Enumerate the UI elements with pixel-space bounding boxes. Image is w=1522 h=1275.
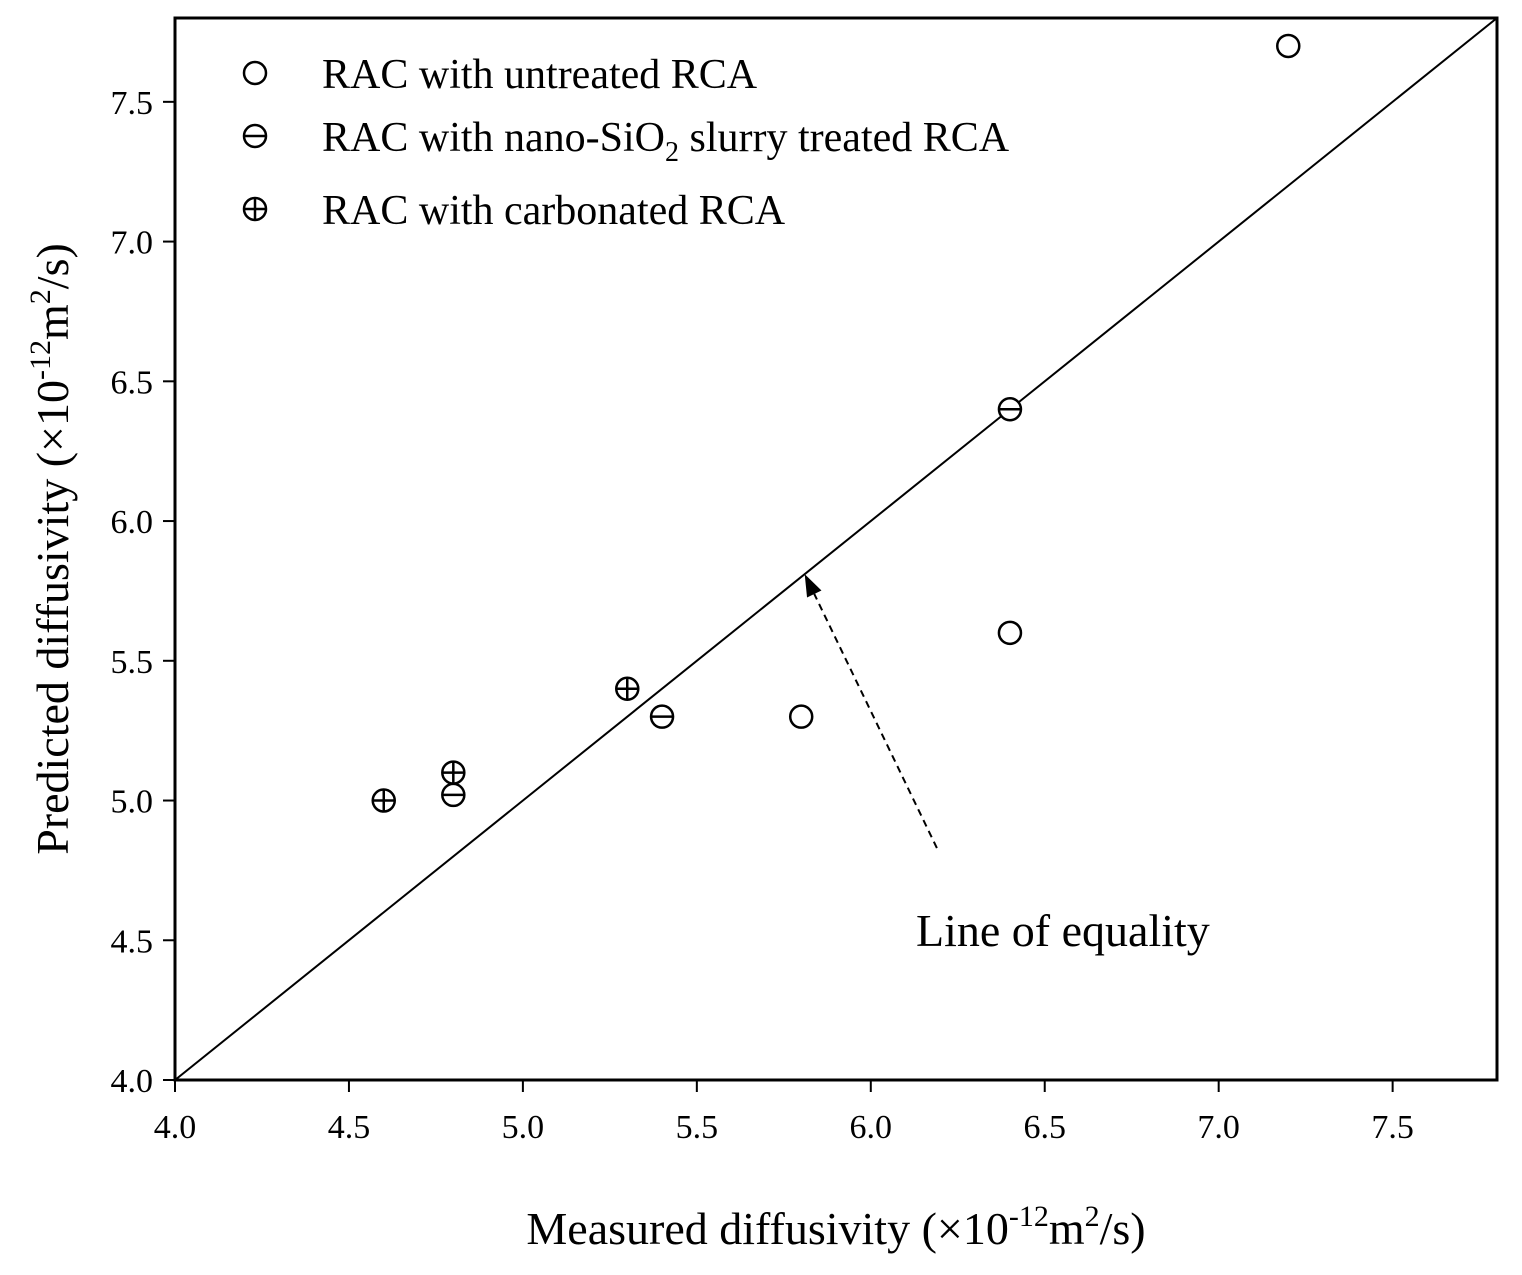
y-axis-title-exponent: -12 [24, 340, 57, 380]
y-axis-title: Predicted diffusivity (×10-12m2/s) [24, 243, 78, 855]
y-tick-label: 4.5 [111, 923, 154, 960]
x-tick-label: 7.0 [1197, 1109, 1240, 1146]
legend-marker-series-1 [242, 123, 268, 149]
legend: RAC with untreated RCA RAC with nano-SiO… [242, 52, 1010, 234]
x-tick-label: 5.0 [502, 1109, 545, 1146]
y-tick-label: 5.0 [111, 784, 154, 821]
y-tick-label: 7.5 [111, 85, 154, 122]
data-point-series-2 [615, 676, 640, 701]
x-tick-label: 5.5 [676, 1109, 719, 1146]
data-point-series-1 [649, 704, 675, 729]
line-of-equality [175, 18, 1497, 1080]
annotation: Line of equality [804, 574, 1210, 956]
x-axis-title-unit: m [1049, 1203, 1085, 1254]
x-tick-label: 6.5 [1023, 1109, 1066, 1146]
data-point-series-0-circle [788, 704, 814, 729]
x-tick-label: 7.5 [1371, 1109, 1414, 1146]
y-tick-label: 4.0 [111, 1063, 154, 1100]
data-point-series-0 [1276, 33, 1301, 59]
legend-marker-series-0 [242, 60, 268, 86]
x-tick-label: 6.0 [850, 1109, 893, 1146]
data-point-series-0-circle [1276, 33, 1301, 59]
y-tick-label: 5.5 [111, 644, 154, 681]
x-axis-title-suffix: /s) [1100, 1203, 1146, 1254]
y-tick-label: 6.5 [111, 364, 154, 401]
data-point-series-2 [441, 760, 466, 785]
legend-label-nano-sio2: RAC with nano-SiO2 slurry treated RCA [322, 115, 1010, 168]
legend-label-nano-sio2-rest: slurry treated RCA [679, 115, 1010, 161]
x-tick-label: 4.0 [154, 1109, 197, 1146]
legend-markers [242, 60, 268, 222]
y-axis-title-prefix: Predicted diffusivity (×10 [27, 380, 78, 855]
data-point-series-0-circle [997, 620, 1023, 646]
x-axis-title: Measured diffusivity (×10-12m2/s) [526, 1200, 1145, 1254]
y-tick-label: 6.0 [111, 504, 154, 541]
y-axis-title-unit-exponent: 2 [24, 289, 57, 304]
data-point-series-2 [371, 788, 396, 813]
legend-marker-series-0-circle [242, 60, 268, 86]
annotation-arrowhead [804, 574, 822, 598]
y-axis: 4.0 4.5 5.0 5.5 6.0 6.5 7.0 7.5 [111, 85, 175, 1100]
x-axis: 4.0 4.5 5.0 5.5 6.0 6.5 7.0 7.5 [154, 1080, 1414, 1146]
x-tick-label: 4.5 [328, 1109, 371, 1146]
data-point-series-1 [997, 397, 1023, 422]
annotation-arrow [813, 593, 938, 849]
legend-label-carbonated: RAC with carbonated RCA [322, 188, 786, 234]
data-point-series-0 [997, 620, 1023, 646]
annotation-text: Line of equality [916, 905, 1210, 956]
y-tick-label: 7.0 [111, 225, 154, 262]
plot-frame [173, 16, 1499, 1082]
data-point-series-1 [441, 782, 466, 808]
y-axis-title-unit: m [27, 304, 78, 340]
x-axis-title-prefix: Measured diffusivity (×10 [526, 1203, 1008, 1254]
x-axis-title-exponent: -12 [1009, 1200, 1049, 1233]
legend-label-untreated: RAC with untreated RCA [322, 52, 758, 98]
y-axis-title-suffix: /s) [27, 243, 78, 289]
x-axis-title-unit-exponent: 2 [1085, 1200, 1100, 1233]
data-point-series-0 [788, 704, 814, 729]
legend-label-nano-sio2-subscript: 2 [665, 137, 679, 168]
legend-label-nano-sio2-main: RAC with nano-SiO [322, 115, 665, 161]
legend-marker-series-2 [242, 196, 268, 222]
data-points [371, 33, 1301, 813]
